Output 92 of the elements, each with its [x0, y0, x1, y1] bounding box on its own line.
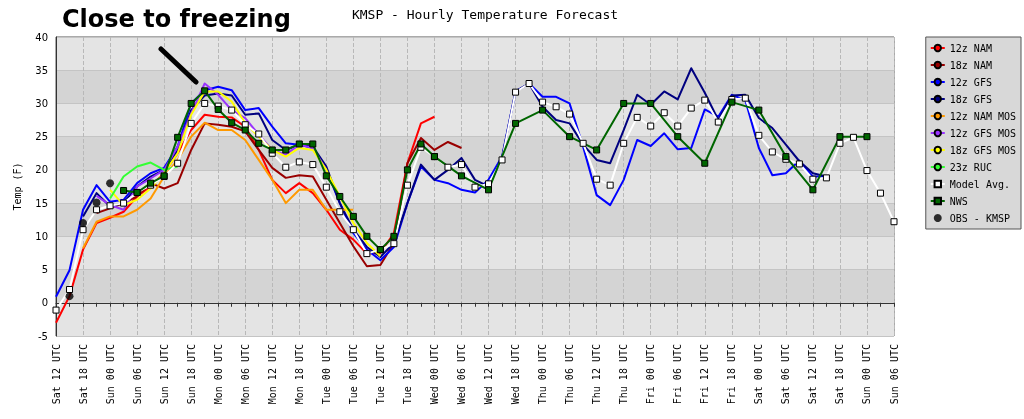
point	[863, 133, 871, 141]
x-tick-label: Thu 18 UTC	[618, 344, 630, 405]
x-tick-label: Sat 12 UTC	[50, 344, 62, 405]
point	[390, 232, 398, 240]
legend-label: 12z NAM MOS	[949, 110, 1017, 122]
y-tick-label: 15	[35, 197, 48, 209]
x-tick-label: Sun 00 UTC	[104, 344, 116, 405]
x-tick-label: Fri 06 UTC	[672, 344, 684, 405]
x-tick-label: Sun 12 UTC	[158, 344, 170, 405]
y-axis-title: Temp (F)	[11, 162, 23, 211]
point	[363, 232, 371, 240]
legend-label: 18z GFS MOS	[949, 144, 1017, 156]
legend-label: 12z GFS MOS	[949, 127, 1017, 139]
x-tick-label: Wed 12 UTC	[483, 344, 495, 405]
point	[836, 133, 844, 141]
x-tick-label: Thu 06 UTC	[564, 344, 576, 405]
legend-label: Model Avg.	[949, 178, 1010, 190]
point	[120, 186, 128, 194]
x-tick-label: Sat 18 UTC	[77, 344, 89, 405]
text: Close to freezing	[62, 5, 291, 33]
point	[228, 119, 236, 127]
legend-label: 12z NAM	[949, 42, 992, 54]
point	[674, 133, 682, 141]
point	[92, 198, 101, 207]
x-tick-label: Sun 00 UTC	[861, 344, 873, 405]
point	[566, 133, 574, 141]
y-tick-label: 35	[35, 64, 48, 76]
x-tick-label: Wed 06 UTC	[455, 344, 467, 405]
x-tick-label: Mon 00 UTC	[212, 344, 224, 405]
point	[322, 172, 330, 180]
y-tick-label: 20	[35, 164, 48, 176]
point	[809, 186, 817, 194]
y-tick-label: -5	[38, 330, 48, 342]
point	[79, 219, 88, 228]
point	[241, 126, 249, 134]
x-tick-label: Tue 06 UTC	[347, 344, 359, 405]
point	[309, 140, 317, 148]
x-tick-label: Fri 12 UTC	[699, 344, 711, 405]
x-tick-label: Sat 06 UTC	[780, 344, 792, 405]
point	[349, 212, 357, 220]
point	[106, 179, 115, 188]
chart-title: KMSP - Hourly Temperature Forecast	[351, 7, 619, 22]
legend-label: 18z NAM	[949, 59, 992, 71]
x-tick-label: Mon 12 UTC	[266, 344, 278, 405]
y-tick-label: 10	[35, 230, 48, 242]
x-tick-label: Thu 12 UTC	[591, 344, 603, 405]
y-tick-label: 30	[35, 97, 48, 109]
x-tick-label: Mon 18 UTC	[293, 344, 305, 405]
x-tick-label: Tue 18 UTC	[401, 344, 413, 405]
line-series	[55, 113, 436, 324]
x-tick-label: Fri 00 UTC	[645, 344, 657, 405]
legend-label: NWS	[949, 195, 968, 207]
point	[255, 139, 263, 147]
point	[620, 99, 628, 107]
line-series	[82, 121, 355, 250]
point	[174, 133, 182, 141]
legend-label: OBS - KMSP	[949, 212, 1010, 224]
legend-label: 18z GFS	[949, 93, 992, 105]
x-tick-label: Tue 12 UTC	[374, 344, 386, 405]
point	[65, 292, 74, 301]
y-tick-label: 25	[35, 131, 48, 143]
x-tick-label: Wed 00 UTC	[428, 344, 440, 405]
point	[647, 99, 655, 107]
point	[295, 140, 303, 148]
point	[701, 159, 709, 167]
point	[485, 186, 493, 194]
point	[282, 146, 290, 154]
x-tick-label: Sun 06 UTC	[131, 344, 143, 405]
x-tick-label: Mon 06 UTC	[239, 344, 251, 405]
x-tick-label: Thu 00 UTC	[537, 344, 549, 405]
x-tick-label: Wed 18 UTC	[510, 344, 522, 405]
x-tick-label: Sun 06 UTC	[888, 344, 900, 405]
legend-label: 23z RUC	[949, 161, 992, 173]
x-tick-label: Sun 18 UTC	[185, 344, 197, 405]
point	[539, 106, 547, 114]
y-tick-label: 0	[41, 297, 48, 309]
x-tick-label: Tue 00 UTC	[320, 344, 332, 405]
point	[336, 192, 344, 200]
point	[403, 166, 411, 174]
x-tick-label: Sat 12 UTC	[807, 344, 819, 405]
point	[187, 99, 195, 107]
x-tick-label: Sat 00 UTC	[753, 344, 765, 405]
legend-label: 12z GFS	[949, 76, 992, 88]
point	[593, 146, 601, 154]
point	[201, 87, 209, 95]
x-tick-label: Fri 18 UTC	[726, 344, 738, 405]
x-tick-label: Sat 18 UTC	[834, 344, 846, 405]
y-tick-label: 5	[41, 264, 48, 276]
point	[755, 106, 763, 114]
y-tick-label: 40	[35, 31, 48, 43]
point	[512, 119, 520, 127]
point	[457, 172, 465, 180]
